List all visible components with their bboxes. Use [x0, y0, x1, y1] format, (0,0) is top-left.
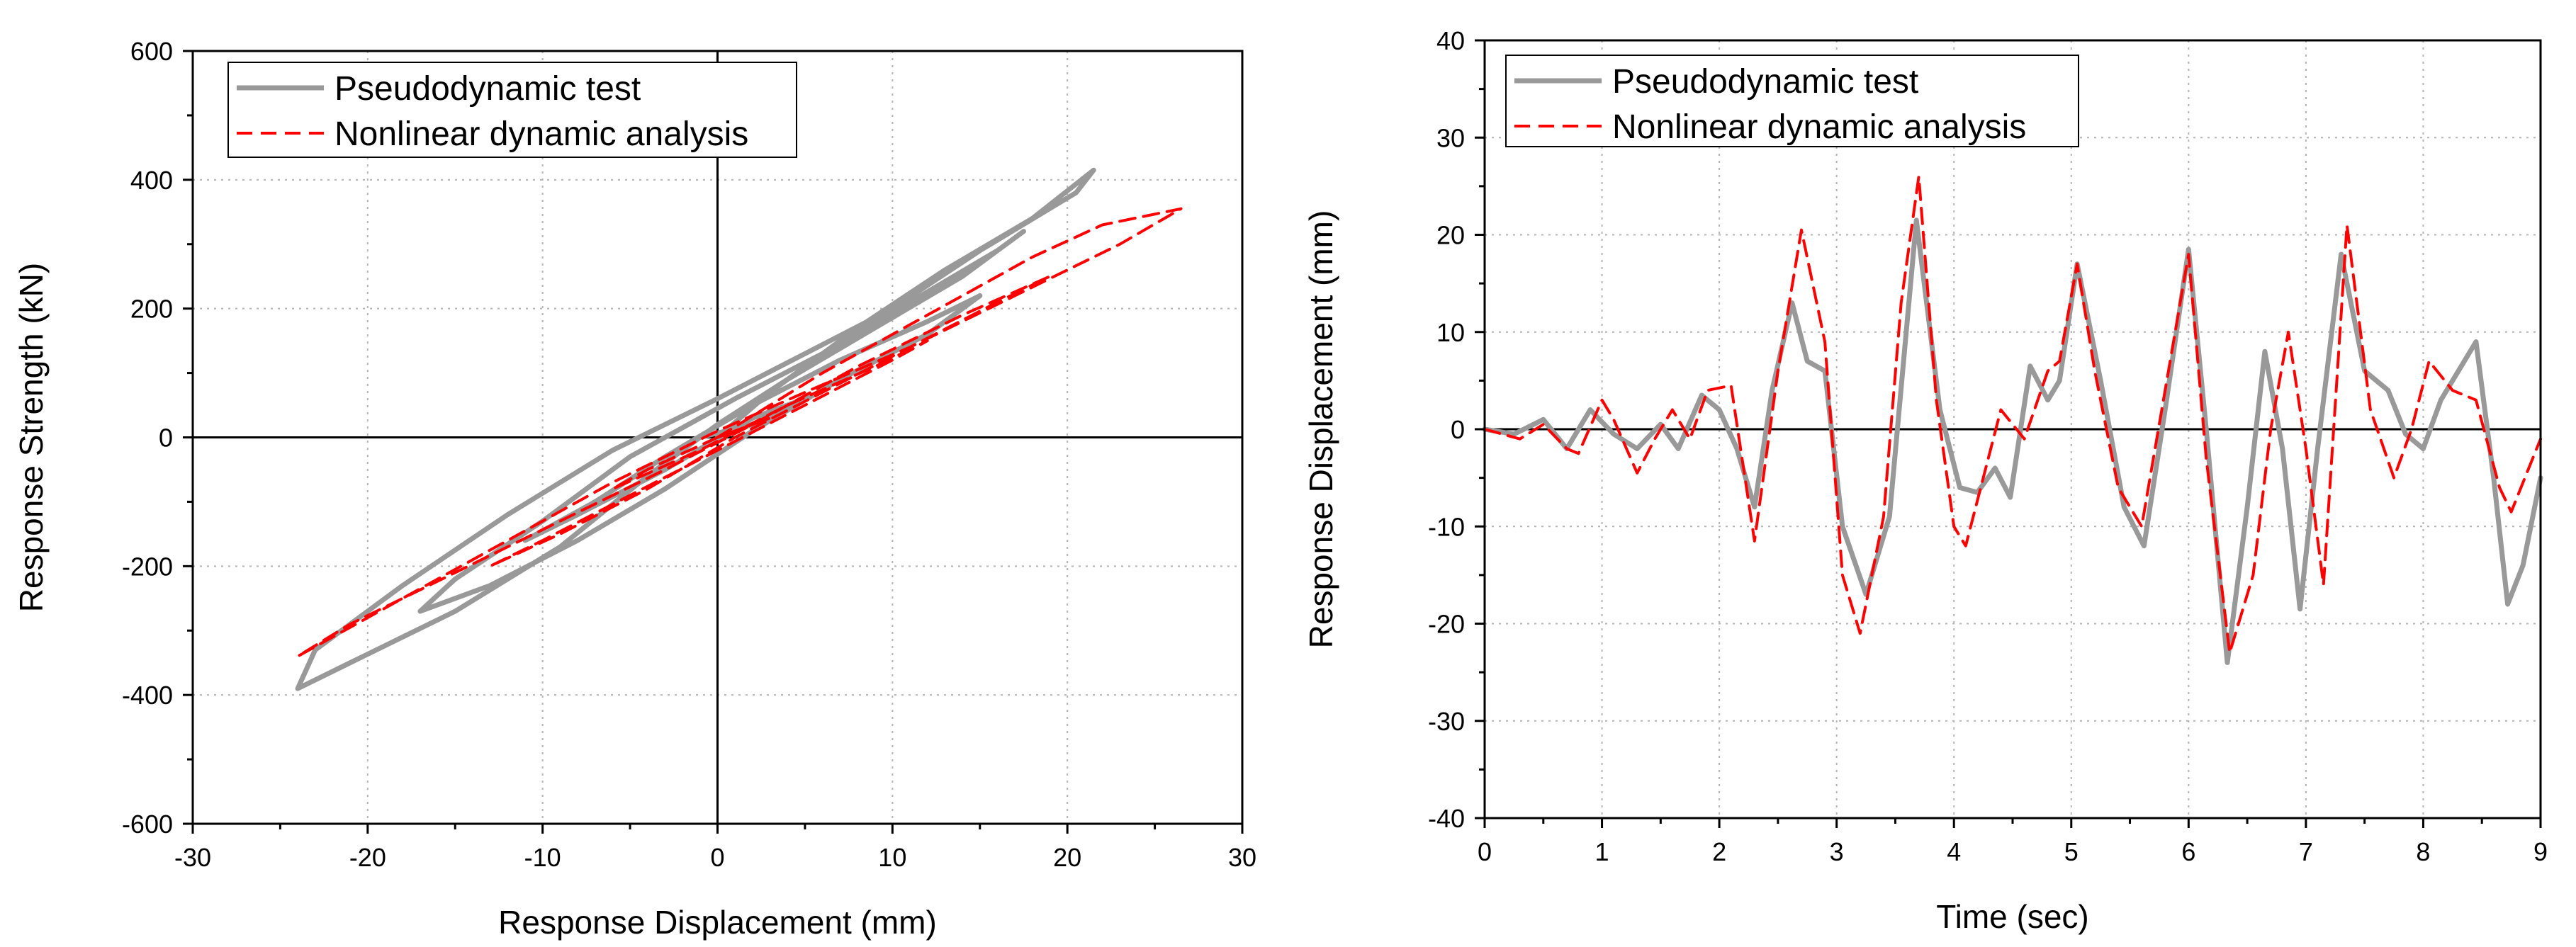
legend-label: Nonlinear dynamic analysis: [334, 115, 748, 153]
x-tick-label: 7: [2299, 837, 2313, 866]
y-axis-title: Response Displacement (mm): [1303, 210, 1339, 649]
x-tick-label: -10: [524, 843, 561, 872]
x-tick-label: 0: [1478, 837, 1492, 866]
x-tick-label: 0: [710, 843, 724, 872]
x-tick-label: 10: [878, 843, 906, 872]
y-tick-label: 20: [1436, 221, 1465, 250]
x-tick-label: 20: [1053, 843, 1081, 872]
y-tick-label: 400: [130, 166, 173, 195]
y-tick-label: -600: [122, 810, 173, 839]
analysis-series-line: [296, 207, 1183, 658]
time-history-chart: 0 1 2 3 4 5 6 7 8 9 -40 -30 -20 -10 0 10 20 30 40 Time (sec…: [1303, 26, 2548, 935]
y-tick-label: -400: [122, 681, 173, 710]
legend-box: [1505, 55, 2079, 147]
legend-label: Nonlinear dynamic analysis: [1612, 108, 2026, 146]
x-axis-title: Response Displacement (mm): [498, 904, 937, 941]
y-tick-label: -10: [1428, 512, 1465, 541]
x-tick-label: 3: [1830, 837, 1844, 866]
legend-label: Pseudodynamic test: [334, 70, 641, 108]
test-series-line: [1482, 217, 2543, 665]
legend-label: Pseudodynamic test: [1612, 63, 1918, 101]
analysis-series-line: [1483, 175, 2542, 654]
y-tick-label: -200: [122, 552, 173, 581]
legend-box: [227, 62, 797, 158]
x-axis-title: Time (sec): [1936, 898, 2089, 935]
y-tick-label: 0: [159, 424, 173, 453]
x-tick-label: 2: [1712, 837, 1726, 866]
x-tick-label: 1: [1595, 837, 1609, 866]
y-tick-label: 40: [1436, 26, 1465, 55]
y-tick-label: 30: [1436, 123, 1465, 152]
x-tick-label: 30: [1228, 843, 1256, 872]
y-tick-label: 10: [1436, 318, 1465, 347]
x-tick-label: -20: [349, 843, 386, 872]
x-tick-label: 6: [2181, 837, 2195, 866]
y-tick-label: -40: [1428, 804, 1465, 833]
hysteresis-chart: -30 -20 -10 0 10 20 30 -600 -400 -200 0 200 400 600 Re…: [13, 37, 1256, 941]
y-tick-label: -20: [1428, 610, 1465, 639]
y-tick-label: 600: [130, 37, 173, 66]
y-axis-title: Response Strength (kN): [13, 263, 50, 612]
x-tick-label: 8: [2416, 837, 2430, 866]
y-tick-label: -30: [1428, 707, 1465, 736]
x-tick-label: 5: [2064, 837, 2079, 866]
y-tick-label: 0: [1451, 415, 1465, 444]
x-tick-label: 4: [1947, 837, 1961, 866]
x-tick-label: -30: [174, 843, 211, 872]
x-tick-label: 9: [2533, 837, 2548, 866]
y-tick-label: 200: [130, 295, 173, 324]
test-series-line: [295, 167, 1096, 691]
